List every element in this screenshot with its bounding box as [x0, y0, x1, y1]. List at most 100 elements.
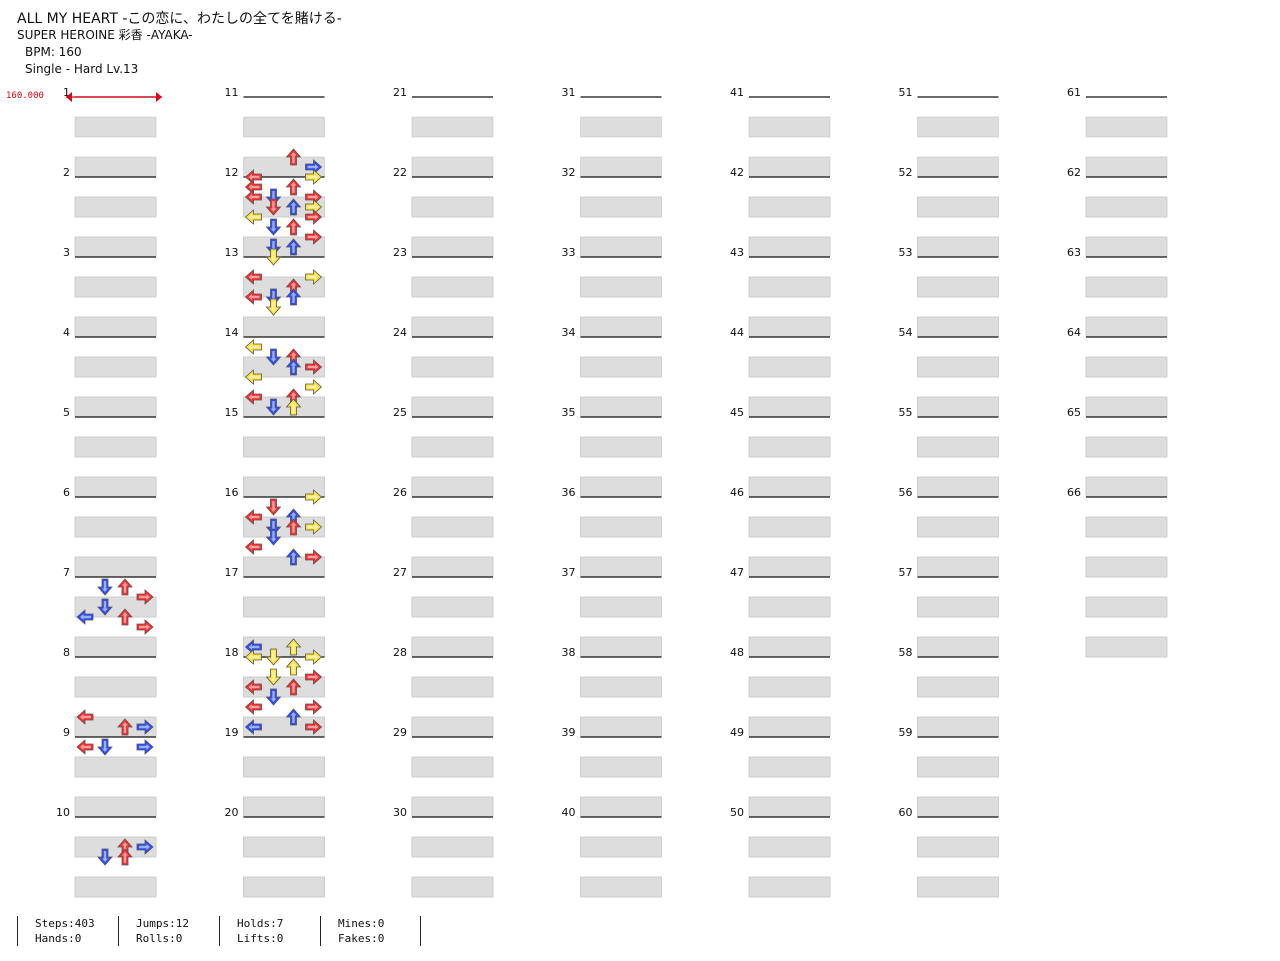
- song-bpm: BPM: 160: [25, 45, 82, 59]
- step-arrow: [244, 269, 262, 285]
- step-arrow: [265, 528, 282, 546]
- beat-stripe: [1085, 156, 1168, 178]
- step-arrow: [305, 209, 323, 225]
- beat-stripe: [243, 836, 325, 858]
- song-header: ALL MY HEART -この恋に、わたしの全てを賭ける- SUPER HER…: [17, 10, 342, 78]
- beat-stripe: [580, 716, 662, 738]
- measure: 37: [562, 566, 662, 738]
- step-arrow: [285, 358, 302, 376]
- measure-number: 56: [899, 486, 913, 499]
- beat-stripe: [243, 676, 325, 698]
- beat-stripe: [748, 356, 831, 378]
- song-title: ALL MY HEART -この恋に、わたしの全てを賭ける-: [17, 11, 342, 27]
- measure: 54: [899, 326, 999, 498]
- measure-number: 37: [562, 566, 576, 579]
- measure: 29: [393, 726, 494, 898]
- measure: 47: [730, 566, 831, 738]
- beat-stripe: [580, 476, 662, 498]
- beat-stripe: [748, 316, 831, 338]
- measure: 39: [562, 726, 662, 898]
- beat-stripe: [748, 276, 831, 298]
- measure: 60: [899, 806, 999, 898]
- measure: 48: [730, 646, 831, 818]
- beat-stripe: [580, 236, 662, 258]
- step-arrow: [305, 379, 323, 395]
- measure: 53: [899, 246, 999, 418]
- measure: 49: [730, 726, 831, 898]
- beat-stripe: [411, 516, 494, 538]
- beat-stripe: [748, 556, 831, 578]
- beat-stripe: [411, 156, 494, 178]
- step-arrow: [285, 548, 302, 566]
- measure: 40: [562, 806, 662, 898]
- step-arrow: [305, 649, 323, 665]
- beat-stripe: [1085, 596, 1168, 618]
- measure-number: 6: [63, 486, 70, 499]
- bpm-change-end: [156, 92, 162, 102]
- beat-stripe: [243, 516, 325, 538]
- beat-stripe: [748, 876, 831, 898]
- measure: 44: [730, 326, 831, 498]
- step-arrow: [265, 198, 282, 216]
- step-arrow: [244, 339, 262, 355]
- measure: 46: [730, 486, 831, 658]
- step-arrow: [305, 699, 323, 715]
- beat-stripe: [74, 516, 157, 538]
- measure: 33: [562, 246, 662, 418]
- measure: 32: [562, 166, 662, 338]
- step-arrow: [265, 688, 282, 706]
- beat-stripe: [748, 396, 831, 418]
- measure-number: 62: [1067, 166, 1081, 179]
- step-arrow: [244, 509, 262, 525]
- beat-stripe: [580, 676, 662, 698]
- beat-stripe: [74, 436, 157, 458]
- measure: 66: [1067, 486, 1168, 658]
- measure: 5: [63, 406, 157, 578]
- step-arrow: [285, 518, 302, 536]
- step-arrow: [285, 148, 302, 166]
- step-arrow: [265, 398, 282, 416]
- beat-stripe: [1085, 196, 1168, 218]
- step-arrow: [285, 708, 302, 726]
- measure: 15: [225, 406, 325, 578]
- beat-stripe: [580, 556, 662, 578]
- step-arrow: [244, 189, 262, 205]
- beat-stripe: [580, 156, 662, 178]
- beat-stripe: [748, 796, 831, 818]
- measure-number: 1: [63, 86, 70, 99]
- measure: 56: [899, 486, 999, 658]
- beat-stripe: [580, 876, 662, 898]
- step-arrow: [117, 608, 133, 626]
- beat-stripe: [1085, 236, 1168, 258]
- stats-divider: [420, 916, 421, 946]
- measure: 20: [225, 806, 325, 898]
- beat-stripe: [411, 436, 494, 458]
- measure-number: 16: [225, 486, 239, 499]
- measure-number: 13: [225, 246, 239, 259]
- step-arrow: [285, 238, 302, 256]
- step-arrow: [244, 719, 262, 735]
- measure-number: 59: [899, 726, 913, 739]
- measure: 65: [1067, 406, 1168, 578]
- beat-stripe: [748, 596, 831, 618]
- step-arrow: [97, 738, 113, 756]
- beat-stripe: [580, 836, 662, 858]
- measure: 59: [899, 726, 999, 898]
- beat-stripe: [74, 756, 157, 778]
- measure-number: 9: [63, 726, 70, 739]
- measure-number: 11: [225, 86, 239, 99]
- measure-number: 24: [393, 326, 407, 339]
- step-arrow: [244, 539, 262, 555]
- stat-rolls: Rolls:0: [136, 932, 183, 945]
- step-arrow: [117, 718, 133, 736]
- measure-number: 61: [1067, 86, 1081, 99]
- step-chart: 1234567891011121314151617181920212223242…: [56, 86, 1168, 898]
- beat-stripe: [580, 356, 662, 378]
- beat-stripe: [917, 276, 999, 298]
- step-arrow: [76, 709, 94, 725]
- measure-number: 22: [393, 166, 407, 179]
- measure-number: 55: [899, 406, 913, 419]
- measure-number: 18: [225, 646, 239, 659]
- measure: 36: [562, 486, 662, 658]
- step-arrow: [136, 619, 154, 635]
